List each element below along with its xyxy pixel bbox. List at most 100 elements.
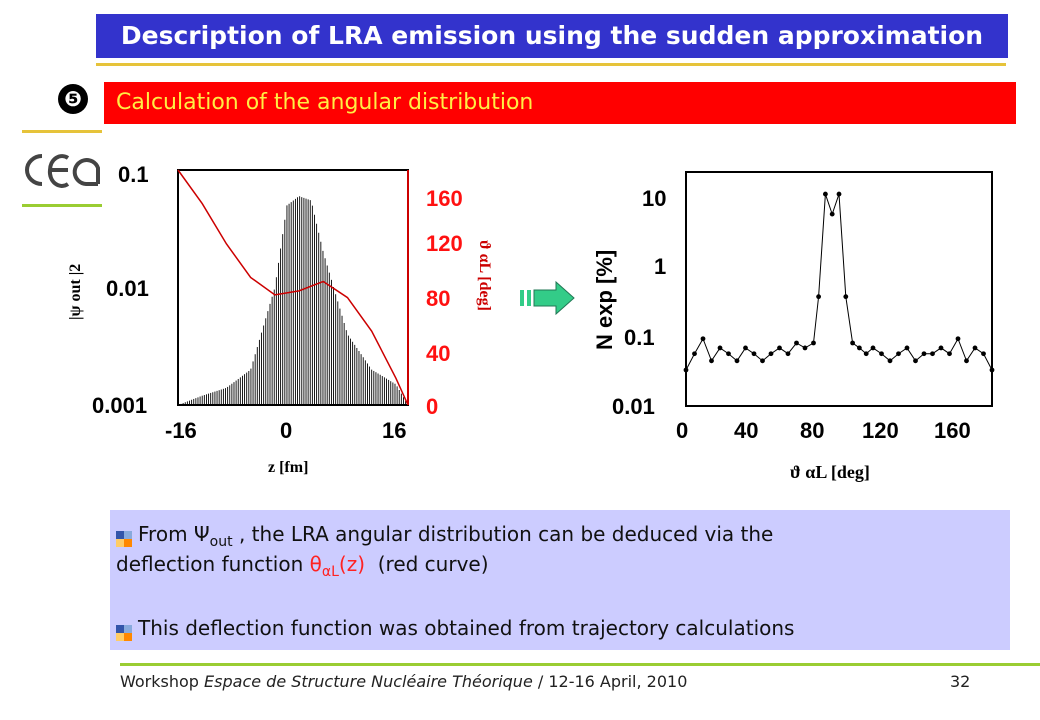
psi-symbol: Ψ xyxy=(193,522,210,546)
logo-divider-top xyxy=(22,130,102,133)
data-point xyxy=(794,340,799,346)
data-point xyxy=(887,358,893,364)
page-number: 32 xyxy=(950,672,971,691)
data-point xyxy=(717,345,723,351)
data-point xyxy=(981,351,986,357)
angular-distribution-line xyxy=(685,193,993,371)
section-heading: Calculation of the angular distribution xyxy=(104,82,1016,124)
x-tick-label: 0 xyxy=(280,418,292,443)
y2-tick-label: 0 xyxy=(426,394,438,419)
data-point xyxy=(955,336,961,342)
data-point xyxy=(823,191,828,197)
y2-tick-label: 40 xyxy=(426,341,450,366)
data-point xyxy=(850,340,855,346)
footer-divider xyxy=(120,663,1040,666)
x-tick-label: 0 xyxy=(676,418,688,443)
data-point xyxy=(964,358,969,364)
y-axis-label: |ψ out |2 xyxy=(67,264,84,320)
info-box: From Ψout , the LRA angular distribution… xyxy=(110,510,1010,650)
y-tick-label: 0.01 xyxy=(106,276,149,301)
x-axis-label: ϑ αL [deg] xyxy=(790,462,870,482)
data-point xyxy=(760,358,765,364)
info-text: This deflection function was obtained fr… xyxy=(138,616,795,640)
x-tick-label: 80 xyxy=(800,418,824,443)
data-point xyxy=(947,351,952,357)
x-tick-label: 160 xyxy=(934,418,971,443)
info-text: , the LRA angular distribution can be de… xyxy=(238,522,774,546)
theta-subscript: αL xyxy=(321,564,339,580)
data-point xyxy=(896,351,901,357)
data-point xyxy=(743,345,748,351)
footer-prefix: Workshop xyxy=(120,672,205,691)
data-point xyxy=(785,351,791,357)
angular-distribution-points xyxy=(683,191,995,373)
x-tick-label: 120 xyxy=(862,418,899,443)
x-tick-label: 16 xyxy=(382,418,406,443)
footer-date: / 12-16 April, 2010 xyxy=(532,672,688,691)
data-point xyxy=(930,351,935,357)
info-text: From xyxy=(138,522,188,546)
data-point xyxy=(768,351,774,357)
x-tick-label: -16 xyxy=(165,418,197,443)
data-point xyxy=(989,367,995,373)
data-point xyxy=(816,294,821,300)
data-point xyxy=(857,345,862,351)
data-point xyxy=(683,367,689,373)
data-point xyxy=(879,351,884,357)
data-point xyxy=(811,340,816,346)
x-axis-label: z [fm] xyxy=(268,459,308,476)
data-point xyxy=(726,351,731,357)
data-point xyxy=(836,191,842,197)
right-plot-frame xyxy=(685,171,993,407)
info-line-2: deflection function θαL(z) (red curve) xyxy=(116,552,489,580)
data-point xyxy=(863,351,869,357)
wavefunction-series xyxy=(180,196,409,405)
y-tick-label: 1 xyxy=(654,254,666,279)
y-tick-label: 0.001 xyxy=(92,393,147,418)
cea-logo xyxy=(25,154,100,188)
y-tick-label: 0.01 xyxy=(612,394,655,419)
y-tick-label: 0.1 xyxy=(118,162,149,187)
data-point xyxy=(709,358,714,364)
data-point xyxy=(921,351,927,357)
slide-title: Description of LRA emission using the su… xyxy=(96,14,1008,58)
info-line-3: This deflection function was obtained fr… xyxy=(116,616,795,641)
theta-symbol: θ xyxy=(309,552,322,576)
section-number-badge: ❺ xyxy=(58,84,88,114)
right-arrow-icon xyxy=(520,280,575,316)
data-point xyxy=(870,345,876,351)
y-tick-label: 0.1 xyxy=(624,325,655,350)
bullet-icon xyxy=(116,622,132,641)
y-tick-label: 10 xyxy=(642,186,666,211)
data-point xyxy=(972,345,978,351)
data-point xyxy=(802,345,808,351)
y2-tick-label: 160 xyxy=(426,186,463,211)
info-text: deflection function xyxy=(116,552,304,576)
logo-divider-bottom xyxy=(22,204,102,207)
data-point xyxy=(692,351,697,357)
footer-workshop-name: Espace de Structure Nucléaire Théorique xyxy=(204,672,533,691)
bullet-icon xyxy=(116,528,132,547)
data-point xyxy=(734,358,740,364)
theta-argument: (z) xyxy=(338,552,366,576)
y2-tick-label: 120 xyxy=(426,231,463,256)
info-text: (red curve) xyxy=(377,552,489,576)
data-point xyxy=(913,358,918,364)
data-point xyxy=(751,351,757,357)
footer-text: Workshop Espace de Structure Nucléaire T… xyxy=(120,672,687,691)
data-point xyxy=(938,345,944,351)
y-axis-label: N exp [%] xyxy=(592,250,617,350)
data-point xyxy=(829,211,835,217)
y2-axis-label: ϑ αL [deg] xyxy=(476,240,493,311)
data-point xyxy=(700,336,706,342)
info-line-1: From Ψout , the LRA angular distribution… xyxy=(116,522,773,550)
y2-tick-label: 80 xyxy=(426,286,450,311)
data-point xyxy=(904,345,910,351)
psi-subscript: out xyxy=(209,534,233,550)
data-point xyxy=(777,345,782,351)
data-point xyxy=(843,294,849,300)
x-tick-label: 40 xyxy=(734,418,758,443)
title-divider xyxy=(96,63,1006,66)
deflection-curve xyxy=(177,169,409,406)
